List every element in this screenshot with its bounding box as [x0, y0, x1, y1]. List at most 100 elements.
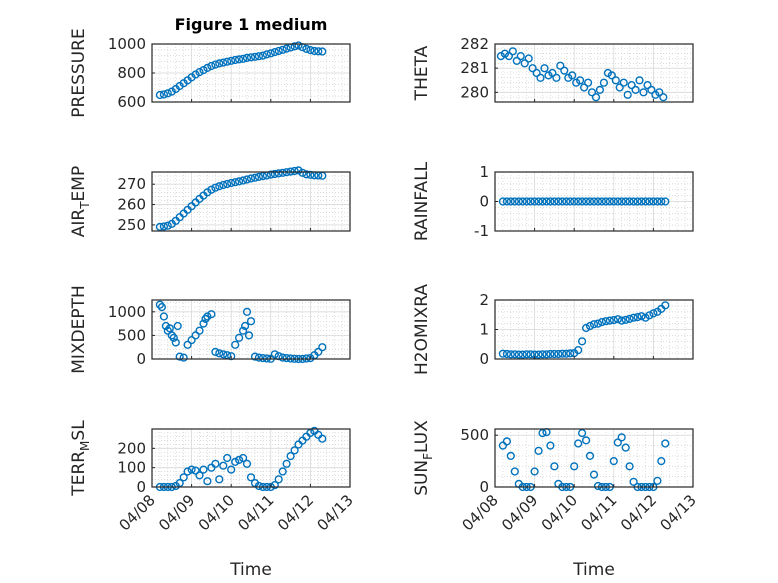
- y-axis-label: RAINFALL: [412, 161, 432, 241]
- data-point: [286, 452, 295, 461]
- data-point: [227, 465, 236, 474]
- data-point: [562, 197, 571, 206]
- y-tick-label: 600: [117, 93, 146, 111]
- data-point: [231, 457, 240, 467]
- y-axis-label: PRESSURE: [69, 28, 89, 117]
- data-point: [514, 350, 523, 359]
- data-point: [653, 476, 662, 485]
- data-point: [597, 197, 607, 206]
- data-point: [175, 352, 184, 361]
- data-point: [540, 64, 549, 73]
- data-point: [562, 349, 571, 358]
- data-point: [171, 338, 180, 347]
- y-axis-label: SUNFLUX: [412, 420, 435, 496]
- data-point: [179, 473, 188, 482]
- data-point: [310, 46, 319, 56]
- data-point: [526, 350, 535, 359]
- data-point: [661, 197, 670, 206]
- data-point: [211, 183, 220, 192]
- data-point: [254, 481, 264, 491]
- y-tick-label: 800: [117, 64, 146, 82]
- data-point: [581, 197, 591, 206]
- y-tick-label: 0: [479, 350, 489, 368]
- data-point: [609, 197, 618, 206]
- data-point: [609, 316, 618, 325]
- data-point: [179, 353, 188, 362]
- data-point: [570, 197, 579, 206]
- data-point: [560, 66, 569, 75]
- y-tick-label: 0: [479, 478, 489, 496]
- data-point: [314, 347, 323, 357]
- data-point: [250, 352, 260, 361]
- data-point: [195, 326, 204, 335]
- data-point: [258, 51, 268, 60]
- data-point: [258, 172, 268, 181]
- data-point: [542, 350, 551, 359]
- y-tick-label: 1: [479, 163, 489, 181]
- data-point: [231, 55, 240, 65]
- data-point: [231, 340, 240, 349]
- data-point: [227, 178, 236, 188]
- data-point: [294, 41, 303, 50]
- data-point: [254, 172, 264, 182]
- data-point: [187, 336, 196, 345]
- data-point: [625, 197, 634, 206]
- y-axis-label-subscript: F: [421, 453, 435, 460]
- subplot-mixdepth: 0 500 1000 MIXDEPTH: [69, 285, 351, 374]
- data-point: [524, 54, 533, 63]
- data-point: [239, 326, 248, 335]
- data-point: [613, 197, 622, 206]
- data-point: [647, 85, 656, 95]
- x-axis-label-right: Time: [572, 560, 615, 580]
- y-tick-label: 500: [460, 426, 489, 444]
- data-point: [266, 170, 275, 179]
- data-point: [155, 300, 165, 309]
- data-point: [274, 352, 283, 361]
- data-point: [653, 197, 662, 206]
- data-point: [235, 333, 244, 342]
- data-point: [258, 354, 268, 363]
- y-tick-label: 282: [460, 35, 489, 53]
- data-point: [298, 168, 307, 177]
- data-point: [227, 352, 236, 361]
- data-point: [661, 439, 670, 448]
- data-point: [290, 166, 299, 176]
- data-point: [613, 315, 622, 324]
- data-point: [552, 73, 561, 82]
- data-point: [207, 185, 216, 194]
- data-point: [518, 350, 527, 359]
- data-point: [566, 349, 575, 358]
- data-point: [211, 60, 220, 69]
- data-point: [227, 56, 236, 65]
- data-point: [522, 197, 531, 206]
- subplot-theta: 280 281 282 THETA: [412, 35, 694, 103]
- x-axis-label-left: Time: [229, 560, 272, 580]
- y-axis-label-main: AIR: [69, 209, 89, 238]
- y-tick-label: -1: [474, 222, 489, 240]
- data-point: [246, 174, 256, 183]
- y-axis-label-tail: LUX: [412, 420, 432, 453]
- data-point: [165, 324, 174, 333]
- data-point: [219, 350, 228, 359]
- data-point: [566, 197, 575, 206]
- data-point: [215, 182, 224, 191]
- data-point: [239, 176, 248, 185]
- data-point: [577, 337, 587, 346]
- data-point: [591, 93, 601, 102]
- data-point: [635, 76, 644, 85]
- axes-box: [151, 171, 351, 232]
- data-point: [211, 347, 220, 357]
- data-point: [583, 78, 593, 87]
- data-point: [250, 52, 260, 61]
- subplot-h2omixra: 0 1 2 H2OMIXRA: [412, 284, 694, 375]
- data-point: [655, 88, 664, 97]
- data-point: [282, 44, 291, 53]
- data-point: [637, 312, 646, 321]
- data-point: [528, 64, 537, 73]
- data-point: [546, 197, 555, 206]
- axes-box: [494, 428, 694, 488]
- data-point: [510, 350, 519, 359]
- y-axis-label: THETA: [412, 45, 432, 101]
- data-point: [242, 307, 252, 316]
